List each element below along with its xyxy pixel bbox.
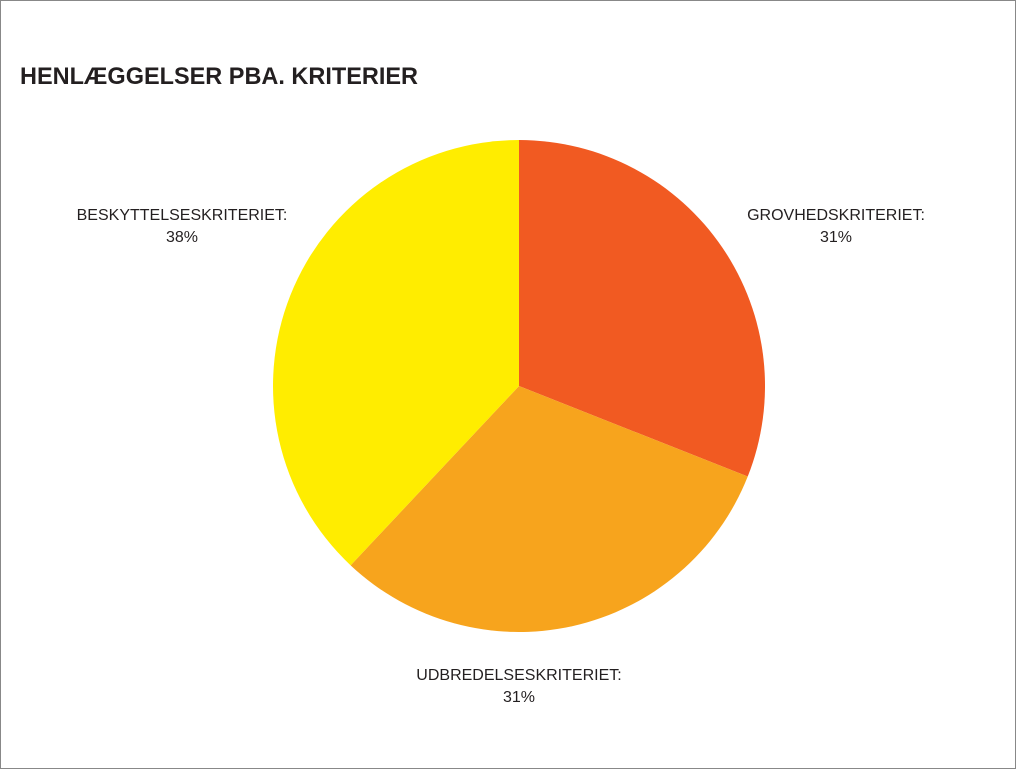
slice-value-label: 38%: [166, 229, 198, 246]
slice-value-label: 31%: [503, 689, 535, 706]
pie-slice: [519, 140, 766, 477]
slice-label: BESKYTTELSESKRITERIET:: [77, 207, 288, 224]
pie-slice: [272, 139, 519, 566]
pie-slice: [350, 386, 748, 633]
slice-value-label: 31%: [820, 229, 852, 246]
chart-title: HENLÆGGELSER PBA. KRITERIER: [20, 63, 418, 90]
slice-label: UDBREDELSESKRITERIET:: [416, 667, 621, 684]
slice-label: GROVHEDSKRITERIET:: [747, 207, 925, 224]
